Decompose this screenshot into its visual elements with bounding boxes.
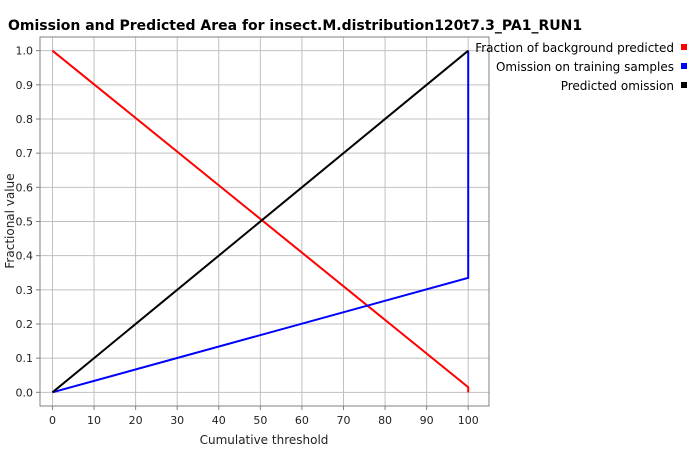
x-tick-label: 80 (378, 414, 392, 427)
series-line-1 (52, 50, 470, 394)
legend: Fraction of background predicted Omission… (475, 41, 687, 93)
x-axis-label: Cumulative threshold (200, 433, 329, 447)
y-tick-label: 0.3 (16, 284, 34, 297)
legend-label: Predicted omission (561, 79, 674, 93)
series-lines (51, 49, 470, 394)
series-line-2 (51, 49, 469, 394)
legend-label: Omission on training samples (496, 60, 674, 74)
x-tick-label: 10 (87, 414, 101, 427)
x-tick-label: 70 (336, 414, 350, 427)
x-tick-label: 40 (212, 414, 226, 427)
legend-label: Fraction of background predicted (475, 41, 674, 55)
chart-title: Omission and Predicted Area for insect.M… (8, 18, 582, 34)
x-tick-label: 90 (420, 414, 434, 427)
x-tick-label: 100 (458, 414, 479, 427)
x-axis-ticks: 0 10 20 30 40 50 60 70 80 90 100 (49, 406, 479, 427)
y-tick-label: 0.1 (16, 352, 34, 365)
x-tick-label: 20 (129, 414, 143, 427)
series-line-0 (51, 49, 470, 393)
y-tick-label: 0.5 (16, 216, 34, 229)
y-tick-label: 1.0 (16, 45, 34, 58)
y-tick-label: 0.9 (16, 79, 34, 92)
x-tick-label: 50 (253, 414, 267, 427)
x-tick-label: 0 (49, 414, 56, 427)
legend-swatch (681, 44, 687, 50)
y-tick-label: 0.0 (16, 386, 34, 399)
y-tick-label: 0.4 (16, 250, 34, 263)
y-tick-label: 0.8 (16, 113, 34, 126)
legend-swatch (681, 63, 687, 69)
y-tick-label: 0.2 (16, 318, 34, 331)
y-axis-label: Fractional value (3, 173, 17, 268)
y-axis-ticks: 0.0 0.1 0.2 0.3 0.4 0.5 0.6 0.7 0.8 0.9 1.0 (16, 45, 40, 399)
y-tick-label: 0.6 (16, 181, 34, 194)
x-tick-label: 60 (295, 414, 309, 427)
x-tick-label: 30 (170, 414, 184, 427)
legend-swatch (681, 82, 687, 88)
y-tick-label: 0.7 (16, 147, 34, 160)
